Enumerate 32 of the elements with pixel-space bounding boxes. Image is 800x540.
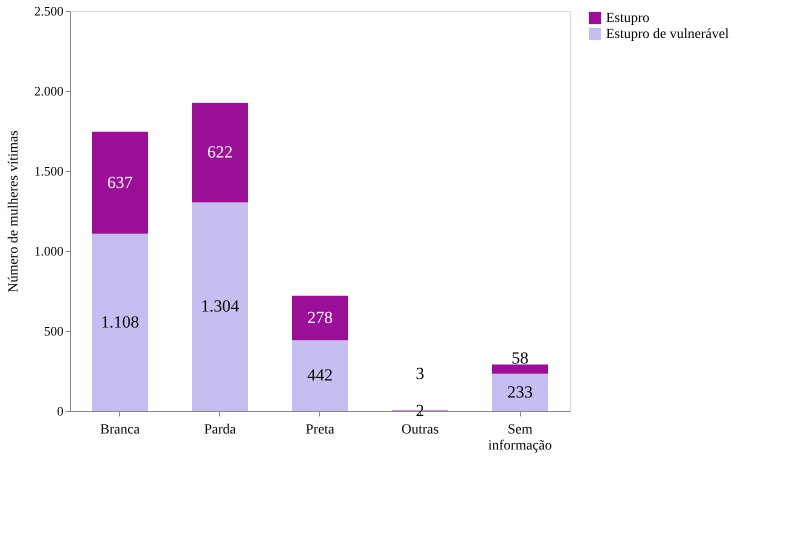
bar — [92, 132, 148, 234]
bar — [192, 102, 248, 202]
y-tick-label: 1.500 — [34, 164, 64, 178]
data-label: 58 — [512, 348, 528, 368]
data-label: 233 — [507, 382, 533, 402]
bar — [92, 234, 148, 411]
x-tick-label: Preta — [306, 422, 336, 438]
legend-label: Estupro — [606, 11, 650, 26]
bar — [192, 202, 248, 411]
bar — [292, 296, 348, 340]
y-tick-label: 2.500 — [34, 4, 64, 18]
data-label: 2 — [416, 400, 424, 420]
y-tick-label: 0 — [57, 404, 64, 418]
data-label: 442 — [307, 366, 333, 385]
x-tick-label: Branca — [100, 422, 141, 438]
x-tick-label: Outras — [401, 422, 439, 438]
data-label: 622 — [207, 142, 233, 162]
legend-label: Estupro de vulnerável — [606, 27, 729, 42]
data-label: 1.108 — [100, 312, 140, 332]
data-label: 1.304 — [200, 296, 240, 316]
data-label: 278 — [307, 308, 333, 328]
bar — [292, 340, 348, 411]
y-axis-title: Número de mulheres vítimas — [6, 130, 22, 293]
data-label: 637 — [107, 172, 134, 192]
bar — [492, 364, 548, 374]
y-tick-label: 1.000 — [34, 244, 64, 258]
y-tick-label: 2.000 — [34, 84, 64, 98]
bar — [492, 374, 548, 411]
x-tick-label: Parda — [204, 422, 237, 438]
data-label: 3 — [416, 364, 424, 384]
y-tick-label: 500 — [44, 324, 64, 338]
x-tick-label: Sem informação — [488, 422, 552, 454]
